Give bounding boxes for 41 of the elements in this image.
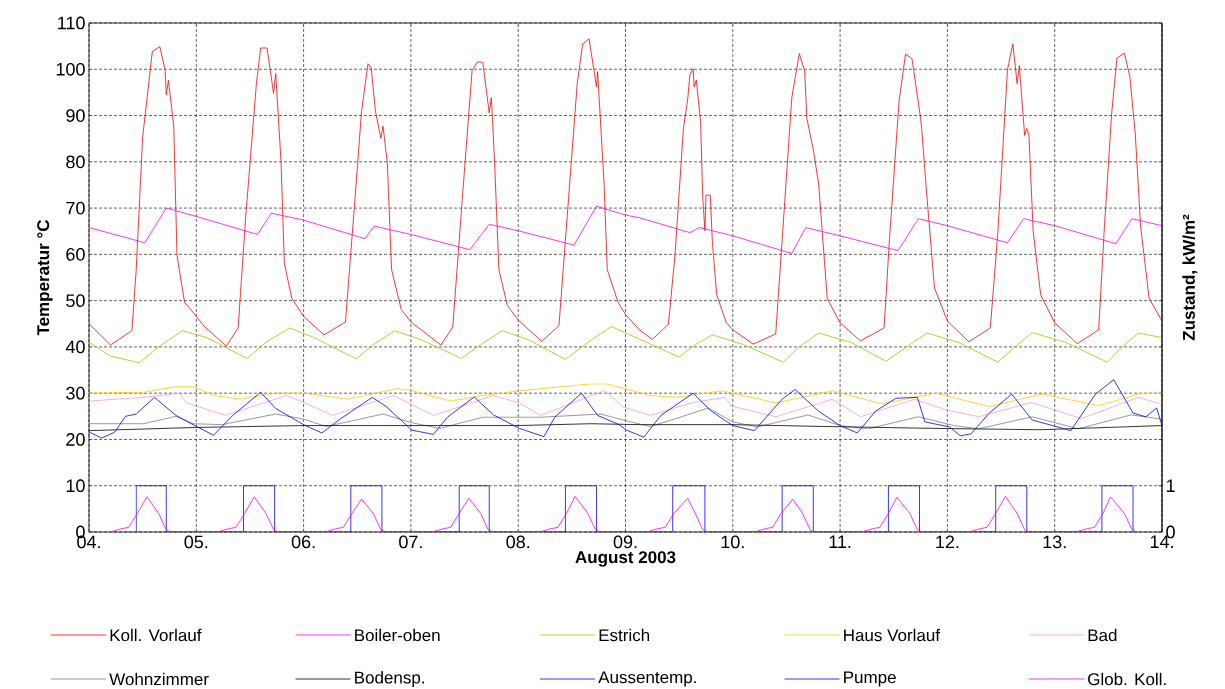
x-tick-label: 10. (721, 535, 744, 549)
y-tick-label: 90 (66, 109, 85, 122)
y-axis-title: Temperatur °C (37, 219, 53, 336)
line-series (89, 390, 1163, 420)
legend-label: Koll. Vorlauf (110, 628, 202, 642)
y2-tick-label: 1 (1166, 479, 1175, 492)
x-tick-label: 06. (291, 535, 315, 549)
y-tick-label: 10 (66, 479, 85, 493)
y-tick-label: 40 (65, 340, 85, 354)
legend-label: Bodensp. (355, 671, 424, 687)
line-series (89, 379, 1163, 439)
legend-label: Pumpe (844, 671, 896, 687)
y2-axis-title: Zustand, kW/m² (1182, 214, 1198, 341)
x-axis-title: August 2003 (575, 551, 676, 567)
y-tick-label: 70 (66, 201, 85, 215)
line-series (89, 38, 1163, 347)
legend-label: Boiler-oben (355, 628, 440, 642)
legend-label: Bad (1088, 628, 1117, 642)
legend-label: Estrich (599, 628, 650, 642)
x-tick-label: 11. (829, 535, 851, 548)
legend-label: Glob. Koll. (1088, 672, 1166, 686)
legend-label: Haus Vorlauf (844, 628, 941, 642)
y-tick-label: 60 (66, 247, 85, 261)
y-tick-label: 110 (58, 16, 85, 30)
x-tick-label: 09. (613, 535, 637, 549)
y-tick-label: 20 (66, 433, 85, 446)
y-tick-label: 30 (66, 386, 85, 400)
x-tick-label: 08. (506, 535, 530, 549)
line-series (89, 205, 1163, 254)
x-tick-label: 13. (1043, 535, 1066, 549)
x-tick-label: 12. (936, 535, 959, 549)
line-series (110, 495, 1137, 532)
y-tick-label: 80 (66, 155, 85, 169)
x-tick-label: 05. (184, 535, 208, 549)
y-tick-label: 100 (56, 62, 85, 76)
legend-label: Aussentemp. (598, 671, 696, 687)
y-tick-label: 50 (66, 294, 85, 308)
legend-label: Wohnzimmer (109, 672, 209, 686)
line-series (89, 383, 1163, 407)
line-series (89, 326, 1163, 364)
x-tick-label: 07. (399, 535, 422, 549)
